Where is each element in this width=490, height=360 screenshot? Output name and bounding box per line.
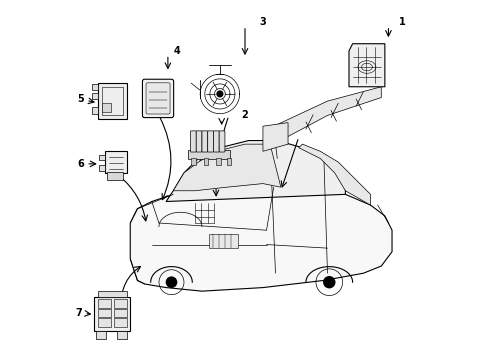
Bar [98,309,111,318]
FancyBboxPatch shape [196,131,202,152]
Bar [95,297,130,330]
Bar [92,107,98,114]
Bar [98,291,126,297]
Polygon shape [166,140,345,202]
FancyBboxPatch shape [214,131,219,152]
FancyBboxPatch shape [208,131,214,152]
Bar [191,158,196,165]
Bar [204,158,208,165]
Bar [115,299,127,308]
FancyBboxPatch shape [143,79,173,118]
Bar [92,93,98,99]
FancyBboxPatch shape [146,83,170,114]
Text: 2: 2 [242,111,248,121]
Bar [96,330,106,338]
Polygon shape [299,144,370,205]
Text: 3: 3 [260,17,266,27]
Text: 4: 4 [173,46,180,56]
FancyBboxPatch shape [219,131,225,152]
Bar [92,84,98,90]
FancyBboxPatch shape [191,131,196,152]
Bar [216,158,220,165]
Bar [188,150,230,159]
Bar [98,165,105,171]
Text: 5: 5 [77,94,84,104]
Text: 7: 7 [76,308,82,318]
Polygon shape [173,144,281,191]
Polygon shape [263,123,288,151]
Bar [98,299,111,308]
Bar [98,154,105,160]
FancyBboxPatch shape [202,131,208,152]
Bar [209,234,238,248]
Bar [101,103,111,112]
Bar [227,158,231,165]
Bar [115,309,127,318]
Circle shape [166,276,177,288]
Bar [98,319,111,327]
Polygon shape [349,44,385,87]
Circle shape [216,90,223,98]
Circle shape [323,276,336,288]
Bar [117,330,126,338]
Text: 1: 1 [399,17,406,27]
Polygon shape [267,87,381,144]
Polygon shape [98,83,126,119]
Text: 6: 6 [77,159,84,169]
Bar [107,172,123,180]
Polygon shape [105,151,126,173]
Polygon shape [130,184,392,291]
Bar [115,319,127,327]
